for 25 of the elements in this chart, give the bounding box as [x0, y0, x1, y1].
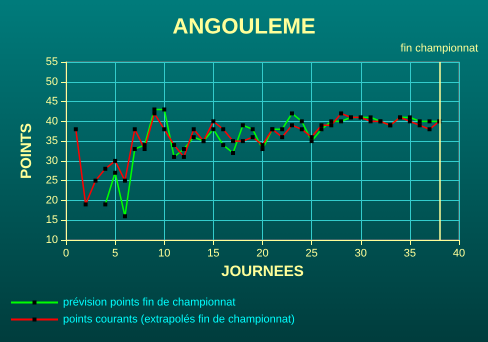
- x-tick-label: 15: [207, 248, 220, 260]
- x-tick-label: 40: [452, 248, 466, 260]
- chart-title: ANGOULEME: [172, 14, 316, 38]
- y-tick-label: 20: [46, 194, 58, 206]
- ref-line-label: fin championnat: [400, 42, 478, 54]
- x-tick-label: 10: [158, 248, 170, 260]
- legend-label: points courants (extrapolés fin de championnat): [63, 314, 295, 326]
- x-axis-title: JOURNEES: [221, 262, 304, 280]
- y-tick-label: 40: [46, 115, 58, 128]
- y-tick-label: 55: [46, 56, 58, 68]
- y-tick-label: 10: [46, 234, 58, 246]
- x-tick-label: 35: [404, 248, 416, 260]
- y-axis-title: POINTS: [18, 123, 35, 179]
- y-tick-label: 45: [46, 96, 58, 108]
- y-tick-label: 25: [46, 174, 58, 187]
- y-tick-label: 15: [46, 214, 58, 226]
- y-tick-label: 50: [46, 76, 58, 88]
- legend-label: prévision points fin de championnat: [63, 296, 236, 308]
- y-tick-label: 35: [46, 135, 58, 148]
- x-tick-label: 20: [256, 248, 269, 260]
- x-tick-label: 25: [306, 248, 318, 260]
- x-tick-label: 5: [112, 248, 118, 260]
- x-tick-label: 30: [354, 248, 367, 260]
- x-tick-label: 0: [62, 248, 70, 260]
- y-tick-label: 30: [46, 154, 58, 167]
